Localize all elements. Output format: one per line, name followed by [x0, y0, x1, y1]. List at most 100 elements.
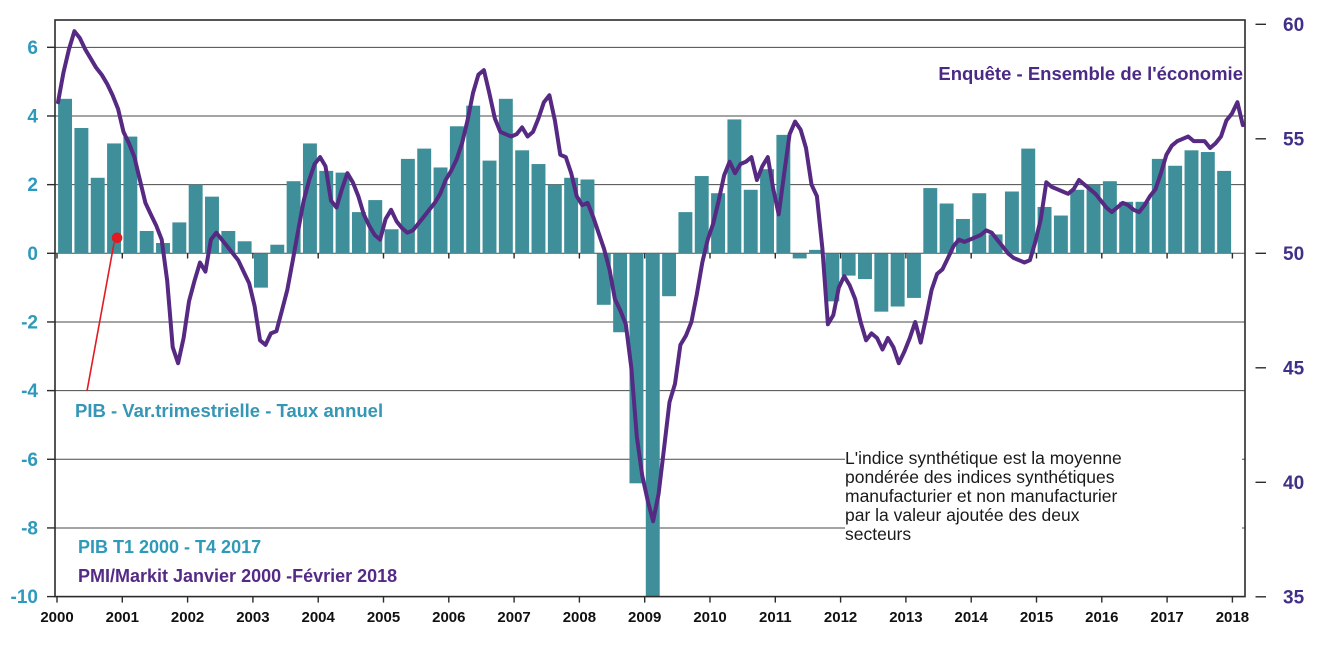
gdp-bar: [351, 212, 366, 254]
gdp-bar: [123, 136, 138, 254]
gdp-bar: [1151, 158, 1166, 254]
gdp-bar: [1086, 184, 1101, 254]
x-axis-year-label: 2017: [1150, 609, 1183, 626]
gdp-bar: [172, 222, 187, 254]
gdp-bar: [237, 241, 252, 254]
gdp-bar: [760, 169, 774, 254]
gdp-bar: [1004, 191, 1019, 254]
gdp-bar: [531, 164, 546, 254]
right-axis-tick-label: 40: [1283, 473, 1304, 494]
x-axis-year-label: 2007: [497, 609, 530, 626]
gdp-bar: [1217, 170, 1232, 254]
gdp-bar: [825, 253, 840, 302]
x-axis-year-label: 2002: [171, 609, 204, 626]
gdp-bar: [449, 126, 464, 254]
x-axis-year-label: 2016: [1085, 609, 1118, 626]
left-axis-tick-label: 0: [27, 244, 38, 265]
gdp-bar: [890, 253, 905, 307]
plot-frame: [54, 19, 1246, 598]
gdp-bar: [711, 193, 726, 254]
gdp-bar: [400, 158, 415, 254]
left-axis-tick-label: 6: [27, 38, 38, 59]
gdp-bar: [90, 177, 105, 254]
gdp-bar: [972, 193, 987, 254]
methodology-note: L'indice synthétique est la moyenne pond…: [845, 449, 1242, 544]
gdp-bar: [547, 184, 562, 254]
gdp-bar: [743, 189, 758, 254]
gdp-bar: [564, 177, 579, 254]
gdp-bar: [482, 160, 497, 254]
x-axis-year-label: 2013: [889, 609, 922, 626]
right-axis-tick-label: 60: [1283, 15, 1304, 36]
gdp-bar: [1053, 215, 1068, 254]
bar-series-label: PIB - Var.trimestrielle - Taux annuel: [75, 400, 384, 421]
line-series-title: Enquête - Ensemble de l'économie: [938, 63, 1243, 84]
left-axis-tick-label: -8: [21, 518, 38, 539]
x-axis-year-label: 2011: [759, 609, 792, 626]
gdp-bar: [792, 253, 807, 259]
gdp-bar: [1135, 201, 1150, 254]
left-axis-tick-label: 2: [27, 175, 38, 196]
left-axis-tick-label: -4: [21, 381, 38, 402]
right-axis-tick-label: 35: [1283, 587, 1305, 608]
gdp-bar: [466, 105, 481, 254]
x-axis-year-label: 2003: [236, 609, 269, 626]
gdp-bar: [1102, 181, 1117, 254]
gdp-bar: [1200, 152, 1215, 254]
x-axis-year-label: 2000: [40, 609, 73, 626]
x-axis-year-label: 2005: [367, 609, 400, 626]
gdp-bar: [613, 253, 628, 333]
left-axis-tick-label: -6: [21, 450, 38, 471]
bar-series-range-label: PIB T1 2000 - T4 2017: [78, 537, 262, 557]
x-axis-year-label: 2006: [432, 609, 465, 626]
left-axis-tick-label: -2: [21, 312, 38, 333]
x-axis-year-label: 2015: [1020, 609, 1053, 626]
gdp-bar: [858, 253, 872, 280]
left-axis-tick-label: 4: [27, 106, 38, 127]
gdp-bar: [1119, 201, 1134, 254]
gdp-bar: [205, 196, 219, 254]
gdp-bar: [923, 188, 938, 254]
gdp-bar: [809, 249, 823, 254]
right-axis-tick-label: 50: [1283, 244, 1304, 265]
gdp-bar: [662, 253, 677, 297]
gdp-bar: [874, 253, 889, 312]
gdp-bar: [645, 253, 660, 597]
gdp-bar: [1184, 150, 1199, 254]
gdp-bar: [629, 253, 644, 484]
gdp-bar: [694, 176, 709, 254]
line-series-range-label: PMI/Markit Janvier 2000 -Février 2018: [78, 566, 398, 586]
gdp-bar: [188, 184, 203, 254]
x-axis-year-label: 2008: [563, 609, 596, 626]
callout-dot: [111, 232, 123, 244]
right-axis-tick-label: 55: [1283, 129, 1305, 150]
x-axis-year-label: 2004: [302, 609, 336, 626]
gdp-bar: [907, 253, 921, 298]
x-axis-year-label: 2012: [824, 609, 857, 626]
gdp-bar: [417, 148, 432, 254]
gdp-bar: [221, 230, 236, 254]
gdp-bar: [1168, 165, 1183, 254]
left-axis-tick-label: -10: [11, 587, 38, 608]
x-axis-year-label: 2014: [955, 609, 989, 626]
x-axis-year-label: 2018: [1216, 609, 1249, 626]
gdp-bar: [515, 150, 530, 254]
right-axis-tick-label: 45: [1283, 358, 1305, 379]
gdp-bar: [254, 253, 268, 288]
gdp-bar: [286, 181, 301, 254]
gdp-bar: [139, 230, 154, 254]
gdp-bar: [955, 218, 970, 254]
gdp-bar: [841, 253, 856, 276]
gdp-bar: [384, 229, 399, 254]
gdp-bar: [270, 244, 285, 254]
gdp-bar: [1021, 148, 1036, 254]
callout-leader-line: [86, 242, 115, 392]
gdp-bar: [58, 98, 73, 254]
gdp-bar: [939, 203, 954, 254]
gdp-bar: [107, 143, 121, 254]
pmi-line-series: [56, 29, 1245, 524]
gdp-bar: [678, 212, 693, 254]
gdp-bar: [74, 127, 89, 254]
